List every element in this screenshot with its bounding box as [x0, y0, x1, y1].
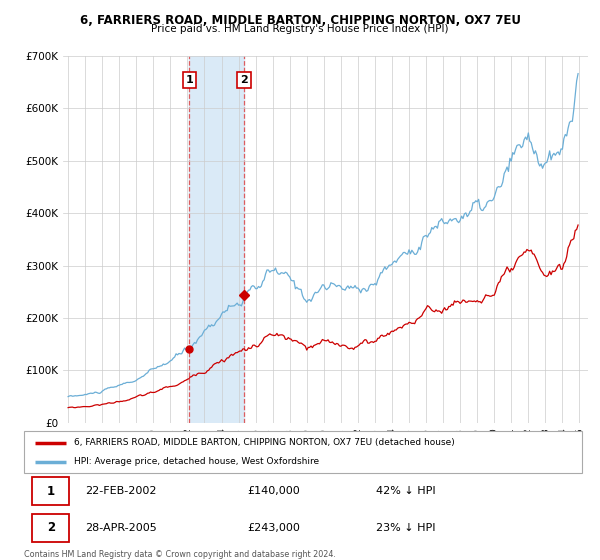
Text: £243,000: £243,000 [247, 523, 300, 533]
Text: 6, FARRIERS ROAD, MIDDLE BARTON, CHIPPING NORTON, OX7 7EU (detached house): 6, FARRIERS ROAD, MIDDLE BARTON, CHIPPIN… [74, 438, 455, 447]
FancyBboxPatch shape [32, 514, 68, 542]
Text: 42% ↓ HPI: 42% ↓ HPI [376, 487, 435, 496]
Text: Contains HM Land Registry data © Crown copyright and database right 2024.
This d: Contains HM Land Registry data © Crown c… [24, 550, 336, 560]
FancyBboxPatch shape [24, 431, 582, 473]
Text: HPI: Average price, detached house, West Oxfordshire: HPI: Average price, detached house, West… [74, 458, 319, 466]
Text: 1: 1 [185, 75, 193, 85]
Text: £140,000: £140,000 [247, 487, 300, 496]
Text: 2: 2 [240, 75, 248, 85]
Text: 23% ↓ HPI: 23% ↓ HPI [376, 523, 435, 533]
Text: 2: 2 [47, 521, 55, 534]
Bar [190, 56, 244, 423]
Text: 6, FARRIERS ROAD, MIDDLE BARTON, CHIPPING NORTON, OX7 7EU: 6, FARRIERS ROAD, MIDDLE BARTON, CHIPPIN… [79, 14, 521, 27]
Text: 22-FEB-2002: 22-FEB-2002 [85, 487, 157, 496]
Text: Price paid vs. HM Land Registry's House Price Index (HPI): Price paid vs. HM Land Registry's House … [151, 24, 449, 34]
FancyBboxPatch shape [32, 477, 68, 505]
Text: 1: 1 [47, 485, 55, 498]
Text: 28-APR-2005: 28-APR-2005 [85, 523, 157, 533]
